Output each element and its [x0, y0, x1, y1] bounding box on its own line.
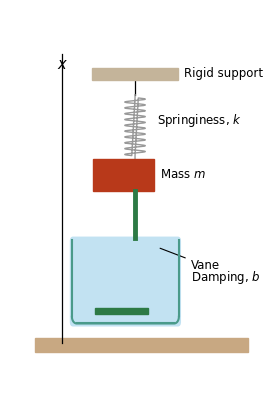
Bar [92, 68, 178, 80]
Text: Springiness, $k$: Springiness, $k$ [158, 112, 242, 129]
Bar [93, 159, 154, 191]
Text: Mass $m$: Mass $m$ [160, 168, 206, 181]
Text: Rigid support: Rigid support [184, 67, 263, 80]
FancyBboxPatch shape [70, 236, 181, 327]
Bar [34, 338, 248, 352]
Text: Vane: Vane [160, 248, 220, 272]
Text: Damping, $b$: Damping, $b$ [191, 269, 260, 286]
Bar [95, 308, 148, 314]
Text: $x$: $x$ [57, 57, 68, 72]
